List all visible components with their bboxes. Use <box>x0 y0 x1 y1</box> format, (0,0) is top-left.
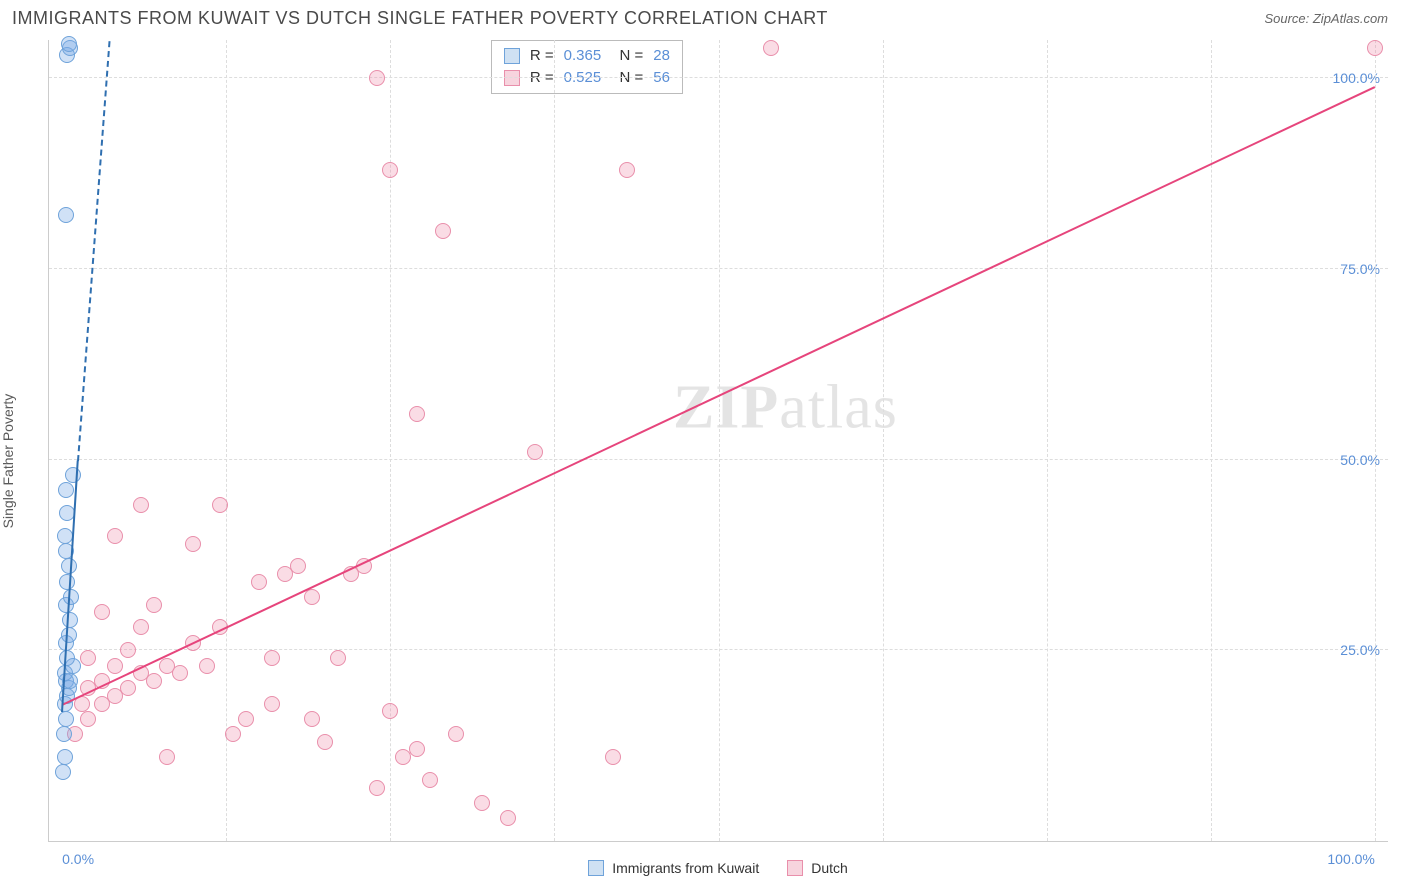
y-tick-label: 100.0% <box>1333 70 1380 86</box>
stats-row-kuwait: R = 0.365 N = 28 <box>504 45 670 67</box>
data-point-dutch <box>605 749 621 765</box>
data-point-dutch <box>94 604 110 620</box>
data-point-dutch <box>474 795 490 811</box>
data-point-kuwait <box>63 589 79 605</box>
data-point-dutch <box>146 673 162 689</box>
data-point-dutch <box>290 558 306 574</box>
gridline-vertical <box>390 40 391 841</box>
swatch-kuwait <box>504 48 520 64</box>
data-point-dutch <box>120 680 136 696</box>
gridline-vertical <box>554 40 555 841</box>
data-point-kuwait <box>57 528 73 544</box>
data-point-dutch <box>317 734 333 750</box>
gridline-vertical <box>226 40 227 841</box>
data-point-dutch <box>422 772 438 788</box>
bottom-legend: Immigrants from Kuwait Dutch <box>48 860 1388 876</box>
data-point-dutch <box>185 536 201 552</box>
data-point-kuwait <box>61 558 77 574</box>
source-label: Source: ZipAtlas.com <box>1264 11 1388 26</box>
data-point-kuwait <box>56 726 72 742</box>
data-point-dutch <box>264 650 280 666</box>
data-point-dutch <box>264 696 280 712</box>
data-point-dutch <box>409 741 425 757</box>
data-point-dutch <box>225 726 241 742</box>
data-point-dutch <box>251 574 267 590</box>
legend-swatch-dutch <box>787 860 803 876</box>
plot-region: ZIPatlas R =0.365 N =28R =0.525 N =56 25… <box>48 40 1388 842</box>
data-point-dutch <box>382 703 398 719</box>
trendline-dashed <box>77 41 111 461</box>
data-point-dutch <box>409 406 425 422</box>
title-bar: IMMIGRANTS FROM KUWAIT VS DUTCH SINGLE F… <box>0 0 1406 33</box>
data-point-kuwait <box>55 764 71 780</box>
data-point-kuwait <box>62 612 78 628</box>
data-point-dutch <box>369 70 385 86</box>
data-point-kuwait <box>61 36 77 52</box>
data-point-kuwait <box>65 467 81 483</box>
data-point-dutch <box>80 711 96 727</box>
data-point-dutch <box>199 658 215 674</box>
data-point-dutch <box>527 444 543 460</box>
legend-item-dutch: Dutch <box>787 860 848 876</box>
legend-label: Dutch <box>811 860 848 876</box>
stat-r-label: R = <box>530 45 554 67</box>
legend-item-kuwait: Immigrants from Kuwait <box>588 860 759 876</box>
legend-label: Immigrants from Kuwait <box>612 860 759 876</box>
data-point-dutch <box>80 650 96 666</box>
data-point-dutch <box>500 810 516 826</box>
data-point-kuwait <box>59 650 75 666</box>
gridline-vertical <box>1211 40 1212 841</box>
gridline-vertical <box>719 40 720 841</box>
data-point-dutch <box>212 497 228 513</box>
stats-legend-box: R =0.365 N =28R =0.525 N =56 <box>491 40 683 94</box>
data-point-dutch <box>763 40 779 56</box>
data-point-dutch <box>107 528 123 544</box>
data-point-dutch <box>172 665 188 681</box>
data-point-dutch <box>159 749 175 765</box>
data-point-dutch <box>369 780 385 796</box>
data-point-kuwait <box>58 711 74 727</box>
chart-title: IMMIGRANTS FROM KUWAIT VS DUTCH SINGLE F… <box>12 8 828 29</box>
data-point-dutch <box>120 642 136 658</box>
data-point-dutch <box>107 658 123 674</box>
data-point-dutch <box>382 162 398 178</box>
legend-swatch-kuwait <box>588 860 604 876</box>
data-point-dutch <box>330 650 346 666</box>
stat-n-label: N = <box>611 45 643 67</box>
y-axis-label: Single Father Poverty <box>0 394 16 529</box>
watermark-rest: atlas <box>779 374 898 442</box>
data-point-dutch <box>1367 40 1383 56</box>
data-point-dutch <box>619 162 635 178</box>
data-point-dutch <box>146 597 162 613</box>
data-point-kuwait <box>59 574 75 590</box>
gridline-vertical <box>1375 40 1376 841</box>
data-point-kuwait <box>57 749 73 765</box>
data-point-dutch <box>133 497 149 513</box>
gridline-vertical <box>883 40 884 841</box>
gridline-vertical <box>1047 40 1048 841</box>
data-point-dutch <box>448 726 464 742</box>
data-point-kuwait <box>61 627 77 643</box>
stat-r-value: 0.365 <box>564 45 602 67</box>
data-point-dutch <box>435 223 451 239</box>
data-point-dutch <box>304 711 320 727</box>
chart-area: Single Father Poverty ZIPatlas R =0.365 … <box>12 40 1388 882</box>
stat-n-value: 28 <box>653 45 670 67</box>
data-point-dutch <box>133 619 149 635</box>
data-point-kuwait <box>58 482 74 498</box>
data-point-dutch <box>238 711 254 727</box>
watermark: ZIPatlas <box>673 373 898 444</box>
data-point-kuwait <box>58 207 74 223</box>
